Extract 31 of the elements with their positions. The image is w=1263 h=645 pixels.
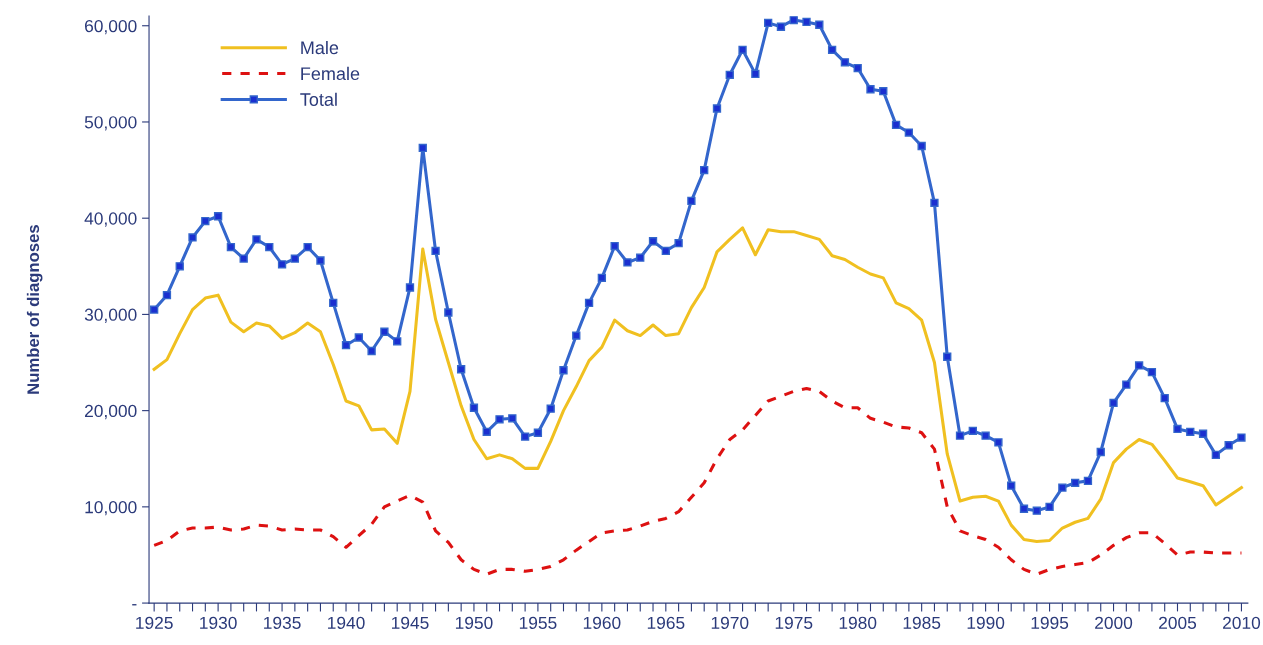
- y-tick-label: 30,000: [84, 308, 137, 323]
- x-tick-label: 1950: [455, 616, 493, 630]
- x-tick-label: 1930: [200, 616, 237, 630]
- x-tick-label: 1985: [903, 616, 941, 630]
- legend-label: Total: [300, 92, 337, 106]
- y-axis-title: Number of diagnoses: [26, 225, 43, 394]
- x-tick-label: 1990: [967, 616, 1005, 630]
- x-tick-label: 2005: [1159, 616, 1197, 630]
- x-tick-label: 1935: [264, 616, 301, 630]
- y-tick-label: 10,000: [85, 501, 137, 516]
- x-tick-label: 1960: [583, 616, 621, 630]
- x-tick-label: 1980: [839, 616, 877, 630]
- legend-label: Male: [301, 40, 339, 55]
- x-tick-label: 1995: [1031, 616, 1069, 630]
- y-tick-label: 20,000: [85, 404, 137, 420]
- y-tick-label: 50,000: [84, 116, 137, 131]
- y-tick-label: -: [132, 604, 137, 606]
- x-tick-label: 1925: [136, 616, 173, 630]
- x-tick-label: 1970: [711, 616, 749, 630]
- x-tick-label: 1955: [519, 616, 557, 630]
- x-tick-label: 1945: [392, 616, 429, 630]
- x-tick-label: 2000: [1095, 616, 1133, 630]
- y-tick-label: 60,000: [85, 19, 137, 35]
- line-series: [152, 386, 1243, 576]
- line-series: [152, 226, 1243, 544]
- x-tick-label: 1940: [328, 616, 365, 630]
- x-tick-label: 1965: [647, 616, 685, 630]
- y-tick-label: 40,000: [84, 212, 137, 227]
- legend-label: Female: [301, 66, 360, 81]
- x-tick-label: 1975: [775, 616, 813, 630]
- x-tick-label: 2010: [1223, 616, 1261, 630]
